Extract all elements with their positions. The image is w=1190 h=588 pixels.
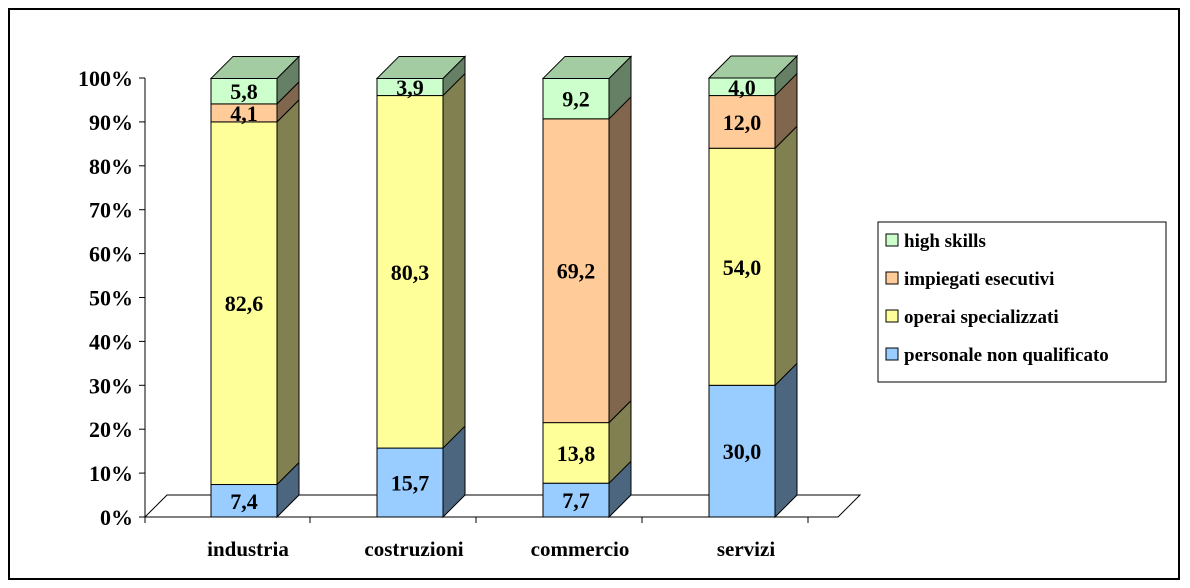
y-tick-label: 90% <box>89 110 133 135</box>
bar-segment <box>210 77 278 105</box>
data-label: 3,9 <box>396 75 424 100</box>
legend-label: impiegati esecutivi <box>904 269 1054 290</box>
bar-segment-side <box>442 72 466 450</box>
y-tick-label: 50% <box>89 286 133 311</box>
data-label: 15,7 <box>391 471 430 496</box>
legend-swatch <box>885 347 899 361</box>
bar-segment <box>210 121 278 486</box>
bar-segment <box>708 384 776 518</box>
bar-segment <box>708 95 776 149</box>
bar-top-face <box>209 55 301 79</box>
legend-swatch <box>885 233 899 247</box>
bar-top-face <box>541 55 633 79</box>
legend-swatch <box>885 271 899 285</box>
y-tick-label: 30% <box>89 373 133 398</box>
y-tick-label: 0% <box>100 505 133 530</box>
bar-segment-side <box>608 95 632 424</box>
x-category-label: costruzioni <box>364 537 463 561</box>
bar-top-face <box>707 55 799 79</box>
data-label: 69,2 <box>557 259 596 284</box>
data-label: 7,7 <box>562 488 590 513</box>
bar-segment-side <box>276 98 300 486</box>
data-label: 4,0 <box>728 75 756 100</box>
data-label: 9,2 <box>562 87 590 112</box>
legend-label: operai specializzati <box>904 307 1059 328</box>
y-tick-label: 10% <box>89 461 133 486</box>
x-category-label: industria <box>207 537 289 561</box>
x-category-label: servizi <box>717 537 775 561</box>
legend-label: personale non qualificato <box>904 345 1109 366</box>
y-tick-label: 40% <box>89 329 133 354</box>
legend-label: high skills <box>904 231 986 252</box>
y-tick-label: 70% <box>89 198 133 223</box>
data-label: 4,1 <box>230 101 258 126</box>
y-tick-label: 60% <box>89 242 133 267</box>
data-label: 13,8 <box>557 441 596 466</box>
bar-segment <box>542 118 610 424</box>
x-category-label: commercio <box>531 537 630 561</box>
bar-segment-side <box>774 362 798 519</box>
legend-box <box>877 221 1167 383</box>
y-tick-label: 80% <box>89 154 133 179</box>
data-label: 7,4 <box>230 489 258 514</box>
data-label: 82,6 <box>225 291 264 316</box>
bar-segment <box>542 482 610 518</box>
data-label: 12,0 <box>723 110 762 135</box>
bar-segment <box>542 422 610 484</box>
bar-segment-side <box>774 125 798 387</box>
bar-top-face <box>375 55 467 79</box>
data-label: 54,0 <box>723 255 762 280</box>
bar-segment <box>376 95 444 449</box>
y-tick-label: 100% <box>78 66 133 91</box>
y-tick-label: 20% <box>89 417 133 442</box>
legend-swatch <box>885 309 899 323</box>
data-label: 30,0 <box>723 439 762 464</box>
data-label: 80,3 <box>391 260 430 285</box>
data-label: 5,8 <box>230 79 258 104</box>
